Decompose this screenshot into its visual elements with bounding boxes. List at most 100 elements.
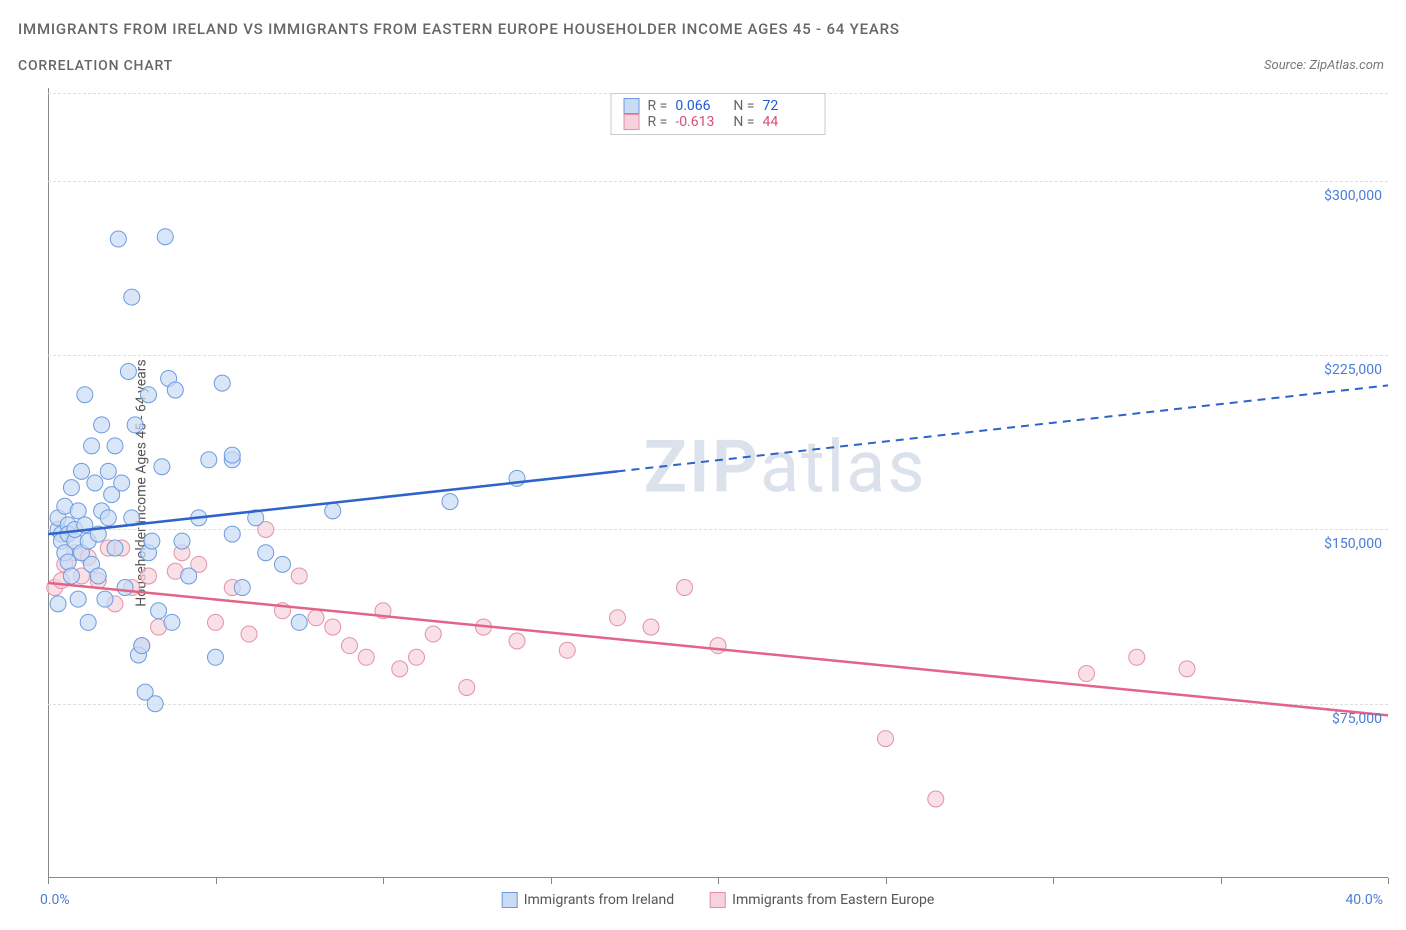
legend-label-a: Immigrants from Ireland xyxy=(524,892,674,908)
point-a xyxy=(110,231,126,247)
point-a xyxy=(291,614,307,630)
point-a xyxy=(70,591,86,607)
stats-row-b: R = -0.613 N = 44 xyxy=(624,114,813,130)
legend-label-b: Immigrants from Eastern Europe xyxy=(732,892,934,908)
point-a xyxy=(154,459,170,475)
point-a xyxy=(164,614,180,630)
x-axis-max-label: 40.0% xyxy=(1345,892,1383,908)
point-b xyxy=(342,638,358,654)
y-tick-label: $225,000 xyxy=(1324,362,1390,378)
point-a xyxy=(141,387,157,403)
trend-line-a-dash xyxy=(618,385,1389,471)
point-b xyxy=(308,610,324,626)
point-a xyxy=(134,638,150,654)
point-a xyxy=(442,494,458,510)
legend-swatch-b-icon xyxy=(710,892,726,908)
point-b xyxy=(459,679,475,695)
point-b xyxy=(710,638,726,654)
point-b xyxy=(409,649,425,665)
chart-subtitle: CORRELATION CHART xyxy=(18,58,173,74)
point-a xyxy=(94,417,110,433)
swatch-b-icon xyxy=(624,114,640,130)
y-tick-label: $150,000 xyxy=(1324,536,1390,552)
chart-title: IMMIGRANTS FROM IRELAND VS IMMIGRANTS FR… xyxy=(18,20,900,38)
n-label: N = xyxy=(733,98,754,114)
point-b xyxy=(610,610,626,626)
point-b xyxy=(141,568,157,584)
stats-row-a: R = 0.066 N = 72 xyxy=(624,98,813,114)
n-value-a: 72 xyxy=(762,98,812,114)
point-a xyxy=(124,289,140,305)
trend-line-a-solid xyxy=(48,471,618,534)
point-a xyxy=(80,614,96,630)
point-b xyxy=(208,614,224,630)
y-tick-label: $75,000 xyxy=(1332,711,1390,727)
point-a xyxy=(84,438,100,454)
point-b xyxy=(643,619,659,635)
point-a xyxy=(151,603,167,619)
point-a xyxy=(325,503,341,519)
point-a xyxy=(275,556,291,572)
point-a xyxy=(87,475,103,491)
legend-item-a: Immigrants from Ireland xyxy=(502,892,674,908)
point-a xyxy=(117,580,133,596)
trend-line-b xyxy=(48,583,1388,715)
point-a xyxy=(100,463,116,479)
swatch-a-icon xyxy=(624,98,640,114)
x-tick xyxy=(48,878,49,884)
point-a xyxy=(77,387,93,403)
point-a xyxy=(114,475,130,491)
source-attribution: Source: ZipAtlas.com xyxy=(1264,58,1384,73)
point-a xyxy=(224,526,240,542)
point-b xyxy=(928,791,944,807)
point-a xyxy=(258,545,274,561)
point-a xyxy=(90,568,106,584)
y-tick-label: $300,000 xyxy=(1324,188,1390,204)
point-b xyxy=(509,633,525,649)
point-b xyxy=(878,731,894,747)
r-value-a: 0.066 xyxy=(675,98,725,114)
x-tick xyxy=(1388,878,1389,884)
point-b xyxy=(425,626,441,642)
point-b xyxy=(559,642,575,658)
x-tick xyxy=(551,878,552,884)
point-a xyxy=(127,417,143,433)
point-a xyxy=(120,363,136,379)
r-label-2: R = xyxy=(648,114,668,130)
r-value-b: -0.613 xyxy=(675,114,725,130)
point-a xyxy=(174,533,190,549)
x-tick xyxy=(1221,878,1222,884)
point-b xyxy=(291,568,307,584)
point-a xyxy=(167,382,183,398)
scatter-plot-svg xyxy=(48,88,1388,878)
point-a xyxy=(214,375,230,391)
x-tick xyxy=(718,878,719,884)
r-label: R = xyxy=(648,98,668,114)
legend-swatch-a-icon xyxy=(502,892,518,908)
point-b xyxy=(392,661,408,677)
n-value-b: 44 xyxy=(762,114,812,130)
n-label-2: N = xyxy=(733,114,754,130)
point-a xyxy=(147,696,163,712)
point-a xyxy=(60,554,76,570)
point-a xyxy=(201,452,217,468)
x-tick xyxy=(383,878,384,884)
point-a xyxy=(63,480,79,496)
x-axis-min-label: 0.0% xyxy=(40,892,70,908)
legend-bottom: Immigrants from Ireland Immigrants from … xyxy=(502,892,935,908)
x-tick xyxy=(886,878,887,884)
point-a xyxy=(181,568,197,584)
point-b xyxy=(1179,661,1195,677)
point-a xyxy=(107,540,123,556)
stats-legend-box: R = 0.066 N = 72 R = -0.613 N = 44 xyxy=(611,93,826,135)
point-b xyxy=(1079,666,1095,682)
point-b xyxy=(241,626,257,642)
point-b xyxy=(1129,649,1145,665)
point-a xyxy=(63,568,79,584)
point-b xyxy=(677,580,693,596)
x-tick xyxy=(216,878,217,884)
point-a xyxy=(74,463,90,479)
point-a xyxy=(107,438,123,454)
chart-area: Householder Income Ages 45 - 64 years ZI… xyxy=(48,88,1388,878)
point-a xyxy=(208,649,224,665)
